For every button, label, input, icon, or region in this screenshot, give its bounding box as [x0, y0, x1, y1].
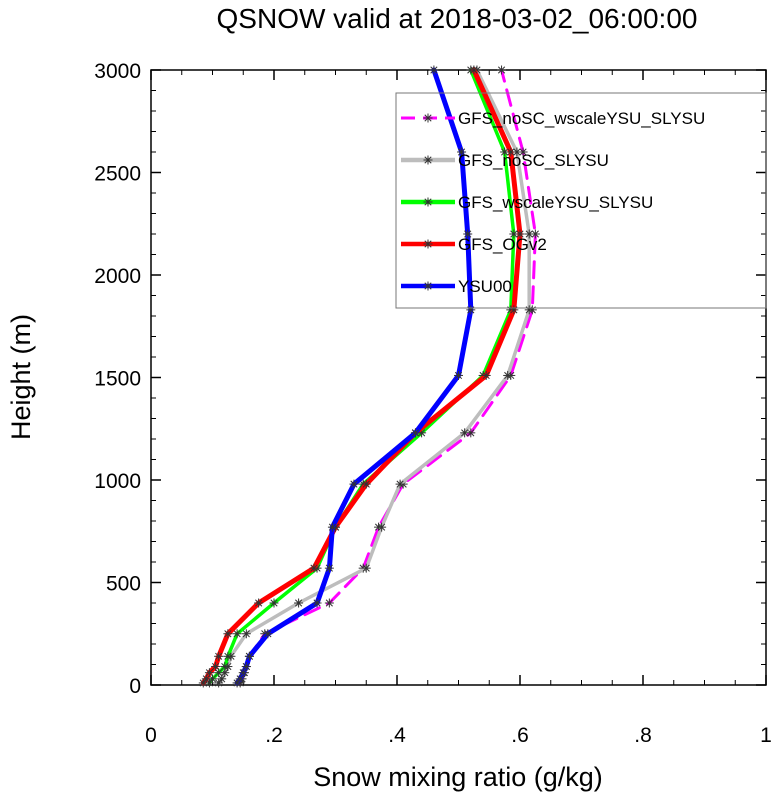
data-point-marker — [518, 147, 528, 157]
y-axis-title: Height (m) — [6, 314, 36, 440]
y-tick-label: 0 — [129, 675, 141, 698]
data-point-marker — [324, 563, 334, 573]
data-point-marker — [395, 479, 405, 489]
data-point-marker — [466, 305, 476, 315]
data-point-marker — [361, 563, 371, 573]
data-point-marker — [463, 229, 473, 239]
data-point-marker — [361, 479, 371, 489]
data-point-marker — [509, 305, 519, 315]
data-point-marker — [214, 651, 224, 661]
data-point-marker — [204, 668, 214, 678]
y-tick-label: 1500 — [94, 368, 141, 391]
data-point-marker — [377, 522, 387, 532]
data-point-marker — [223, 651, 233, 661]
legend-label: GFS_OGv2 — [458, 235, 547, 254]
x-tick-label: .8 — [634, 724, 652, 747]
data-point-marker — [503, 370, 513, 380]
data-point-marker — [410, 428, 420, 438]
data-point-marker — [349, 479, 359, 489]
data-point-marker — [220, 662, 230, 672]
x-axis-title: Snow mixing ratio (g/kg) — [313, 762, 603, 792]
series-line-gfs-nosc-slysu — [216, 68, 531, 685]
data-point-marker — [469, 65, 479, 75]
data-point-marker — [324, 598, 334, 608]
data-point-marker — [244, 651, 254, 661]
data-point-marker — [506, 147, 516, 157]
x-tick-label: 1 — [760, 724, 772, 747]
series-line-ysu00 — [234, 67, 474, 686]
legend-label: YSU00 — [458, 277, 512, 296]
chart-title: QSNOW valid at 2018-03-02_06:00:00 — [217, 3, 698, 34]
data-point-marker — [294, 598, 304, 608]
legend-label: GFS_wscaleYSU_SLYSU — [458, 193, 653, 212]
y-tick-label: 2000 — [94, 265, 141, 288]
data-point-marker — [423, 155, 433, 165]
data-point-marker — [309, 563, 319, 573]
data-point-marker — [223, 629, 233, 639]
y-tick-label: 1000 — [94, 470, 141, 493]
legend-box — [395, 92, 767, 309]
data-point-marker — [423, 113, 433, 123]
data-point-marker — [263, 629, 273, 639]
data-point-marker — [524, 305, 534, 315]
x-tick-label: 0 — [145, 724, 157, 747]
data-point-marker — [423, 281, 433, 291]
data-point-marker — [241, 629, 251, 639]
y-tick-label: 500 — [106, 573, 141, 596]
data-point-marker — [423, 197, 433, 207]
series-ysu00 — [232, 65, 476, 688]
data-point-marker — [211, 662, 221, 672]
y-tick-label: 3000 — [94, 60, 141, 83]
data-point-marker — [481, 370, 491, 380]
y-tick-label: 2500 — [94, 163, 141, 186]
data-point-marker — [423, 239, 433, 249]
data-point-marker — [241, 662, 251, 672]
data-point-marker — [232, 629, 242, 639]
data-point-marker — [454, 370, 463, 380]
x-tick-label: .2 — [265, 724, 283, 747]
data-point-marker — [269, 598, 279, 608]
legend: GFS_noSC_wscaleYSU_SLYSU GFS_noSC_SLYSU GF… — [395, 92, 767, 309]
data-point-marker — [254, 598, 264, 608]
data-point-marker — [327, 522, 337, 532]
legend-label: GFS_noSC_wscaleYSU_SLYSU — [458, 109, 705, 128]
data-point-marker — [457, 147, 467, 157]
data-point-marker — [429, 65, 439, 75]
data-point-marker — [460, 428, 470, 438]
data-point-marker — [515, 229, 525, 239]
data-point-marker — [524, 229, 534, 239]
series-layer — [198, 65, 540, 688]
data-point-marker — [238, 668, 248, 678]
x-tick-label: .4 — [388, 724, 406, 747]
y-axis: 0 500 1000 1500 2000 2500 3000 — [94, 60, 766, 698]
data-point-marker — [497, 65, 507, 75]
x-tick-label: .6 — [511, 724, 529, 747]
data-point-marker — [312, 598, 322, 608]
legend-label: GFS_noSC_SLYSU — [458, 151, 609, 170]
x-axis: 0 .2 .4 .6 .8 1 — [145, 70, 772, 747]
